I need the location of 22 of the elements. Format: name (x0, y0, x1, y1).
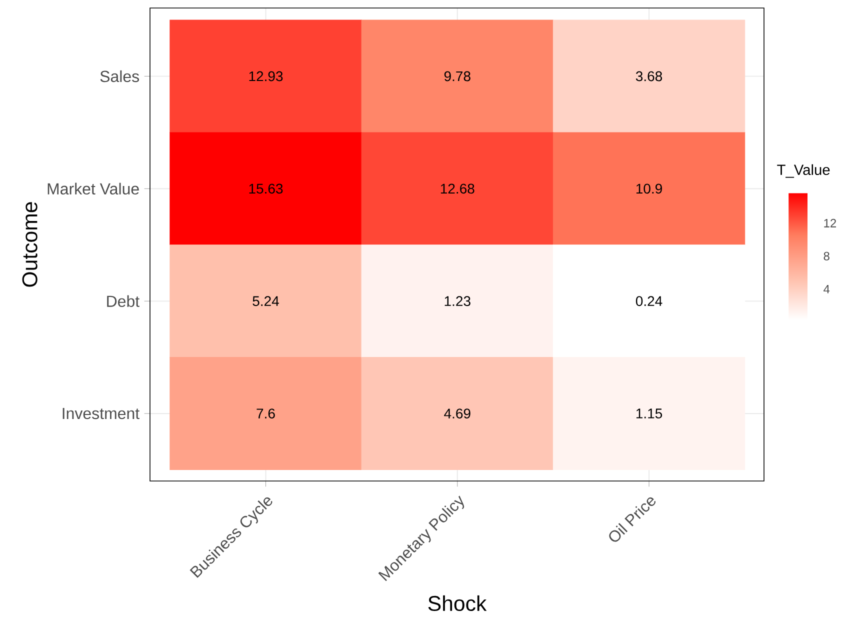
color-bar-title: T_Value (777, 164, 830, 178)
data-label: 9.78 (444, 71, 470, 82)
data-label: 12.93 (249, 71, 283, 82)
data-label: 1.15 (636, 408, 662, 418)
data-label: 0.24 (636, 296, 662, 306)
y-tick-label: Sales (100, 70, 140, 82)
color-bar-label: 12 (824, 218, 836, 228)
y-tick-label: Debt (107, 295, 140, 307)
data-label: 12.68 (440, 184, 474, 194)
data-label: 7.6 (256, 408, 275, 418)
color-bar-label: 4 (824, 285, 830, 294)
data-label: 15.63 (249, 184, 283, 194)
data-label: 5.24 (252, 296, 279, 306)
data-label: 3.68 (636, 71, 662, 82)
x-axis-title: Shock (428, 595, 487, 612)
y-tick-label: Market Value (48, 182, 139, 195)
y-tick-label: Investment (62, 408, 140, 420)
data-label: 1.23 (444, 296, 470, 306)
data-label: 10.9 (636, 184, 662, 194)
y-axis-title: Outcome (22, 202, 38, 287)
color-bar-label: 8 (824, 252, 830, 260)
data-label: 4.69 (444, 408, 470, 418)
